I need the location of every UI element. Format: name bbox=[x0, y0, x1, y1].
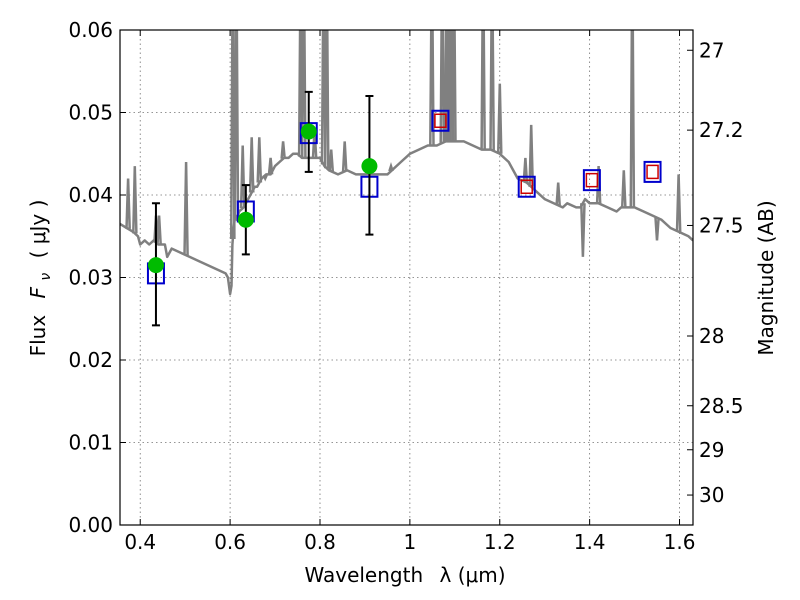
emission-line bbox=[388, 161, 394, 172]
x-tick-label: 1 bbox=[404, 530, 417, 554]
y-axis-label-unit: ( μJy ) bbox=[26, 200, 50, 259]
plot-area bbox=[120, 30, 693, 296]
y2-tick-label: 28.5 bbox=[699, 394, 744, 418]
emission-line bbox=[125, 178, 131, 229]
x-tick-label: 1.4 bbox=[574, 530, 606, 554]
y2-axis-label: Magnitude (AB) bbox=[754, 200, 778, 355]
observed-point bbox=[361, 158, 378, 175]
y2-tick-label: 27.5 bbox=[699, 213, 744, 237]
y-tick-label: 0.06 bbox=[68, 18, 113, 42]
observed-point bbox=[147, 257, 164, 274]
emission-line bbox=[229, 30, 236, 240]
y2-tick-label: 27.2 bbox=[699, 118, 744, 142]
y2-tick-label: 27 bbox=[699, 38, 724, 62]
emission-line bbox=[580, 203, 586, 257]
y2-axis-label-group: Magnitude (AB) bbox=[754, 200, 778, 355]
emission-line bbox=[675, 174, 682, 232]
emission-line bbox=[629, 30, 636, 208]
emission-line bbox=[489, 30, 495, 151]
emission-line bbox=[555, 182, 561, 206]
x-tick-label: 1.6 bbox=[664, 530, 696, 554]
grid bbox=[120, 29, 693, 526]
x-tick-label: 0.8 bbox=[304, 530, 336, 554]
model-inner-box bbox=[434, 113, 447, 128]
y2-tick-label: 30 bbox=[699, 483, 724, 507]
model-box bbox=[431, 109, 450, 132]
y2-tick-label: 29 bbox=[699, 438, 724, 462]
emission-line bbox=[280, 141, 286, 159]
x-axis-label-text: Wavelength bbox=[304, 563, 423, 587]
ticks: 0.4 0.6 0.8 1 1.2 1.4 1.6 0.00 0.01 0.02 0.03 0.04 0… bbox=[68, 18, 743, 554]
model-inner-box bbox=[520, 179, 533, 194]
emission-line bbox=[239, 145, 246, 209]
model-box bbox=[643, 160, 662, 183]
y-tick-label: 0.04 bbox=[68, 183, 113, 207]
model-box bbox=[582, 169, 601, 192]
emission-line bbox=[654, 217, 660, 241]
y-tick-label: 0.02 bbox=[68, 348, 113, 372]
observed-point bbox=[237, 211, 254, 228]
y-axis-label-text: Flux bbox=[26, 315, 50, 357]
emission-line bbox=[300, 30, 307, 158]
emission-line bbox=[262, 174, 268, 182]
y-tick-label: 0.03 bbox=[68, 266, 113, 290]
x-tick-label: 0.4 bbox=[124, 530, 156, 554]
emission-line bbox=[323, 30, 330, 169]
model-box bbox=[517, 175, 536, 198]
x-axis-label-symbol: λ (μm) bbox=[440, 563, 506, 587]
emission-line bbox=[183, 161, 189, 256]
y-tick-label: 0.00 bbox=[68, 513, 113, 537]
observed-point bbox=[300, 123, 317, 140]
emission-line bbox=[620, 170, 627, 208]
emission-line bbox=[528, 124, 535, 187]
emission-line bbox=[156, 215, 162, 245]
emission-line bbox=[439, 30, 446, 144]
emission-line bbox=[496, 83, 503, 154]
emission-line bbox=[256, 137, 263, 183]
emission-line bbox=[522, 157, 529, 183]
x-axis-label: Wavelength λ (μm) bbox=[304, 563, 505, 587]
emission-line bbox=[445, 30, 451, 142]
emission-line bbox=[233, 30, 240, 219]
y-tick-label: 0.05 bbox=[68, 101, 113, 125]
y-tick-label: 0.01 bbox=[68, 431, 113, 455]
emission-line bbox=[328, 149, 335, 172]
x-tick-label: 1.2 bbox=[484, 530, 516, 554]
emission-line bbox=[248, 137, 255, 193]
emission-line bbox=[480, 30, 486, 150]
model-inner-box bbox=[585, 172, 599, 188]
y-axis-label-group: Flux F ν ( μJy ) bbox=[26, 200, 55, 357]
emission-line bbox=[429, 30, 435, 146]
y2-tick-label: 28 bbox=[699, 324, 724, 348]
y-axis-label-subscript: ν bbox=[38, 273, 54, 281]
emission-line bbox=[451, 30, 457, 142]
marker-layer bbox=[146, 90, 662, 327]
emission-line bbox=[341, 141, 348, 172]
y-axis-label: Flux F ν ( μJy ) bbox=[26, 200, 55, 357]
emission-line bbox=[267, 157, 274, 175]
x-tick-label: 0.6 bbox=[214, 530, 246, 554]
emission-line bbox=[132, 166, 138, 234]
y-axis-label-symbol: F bbox=[26, 286, 50, 298]
model-inner-box bbox=[646, 164, 659, 180]
